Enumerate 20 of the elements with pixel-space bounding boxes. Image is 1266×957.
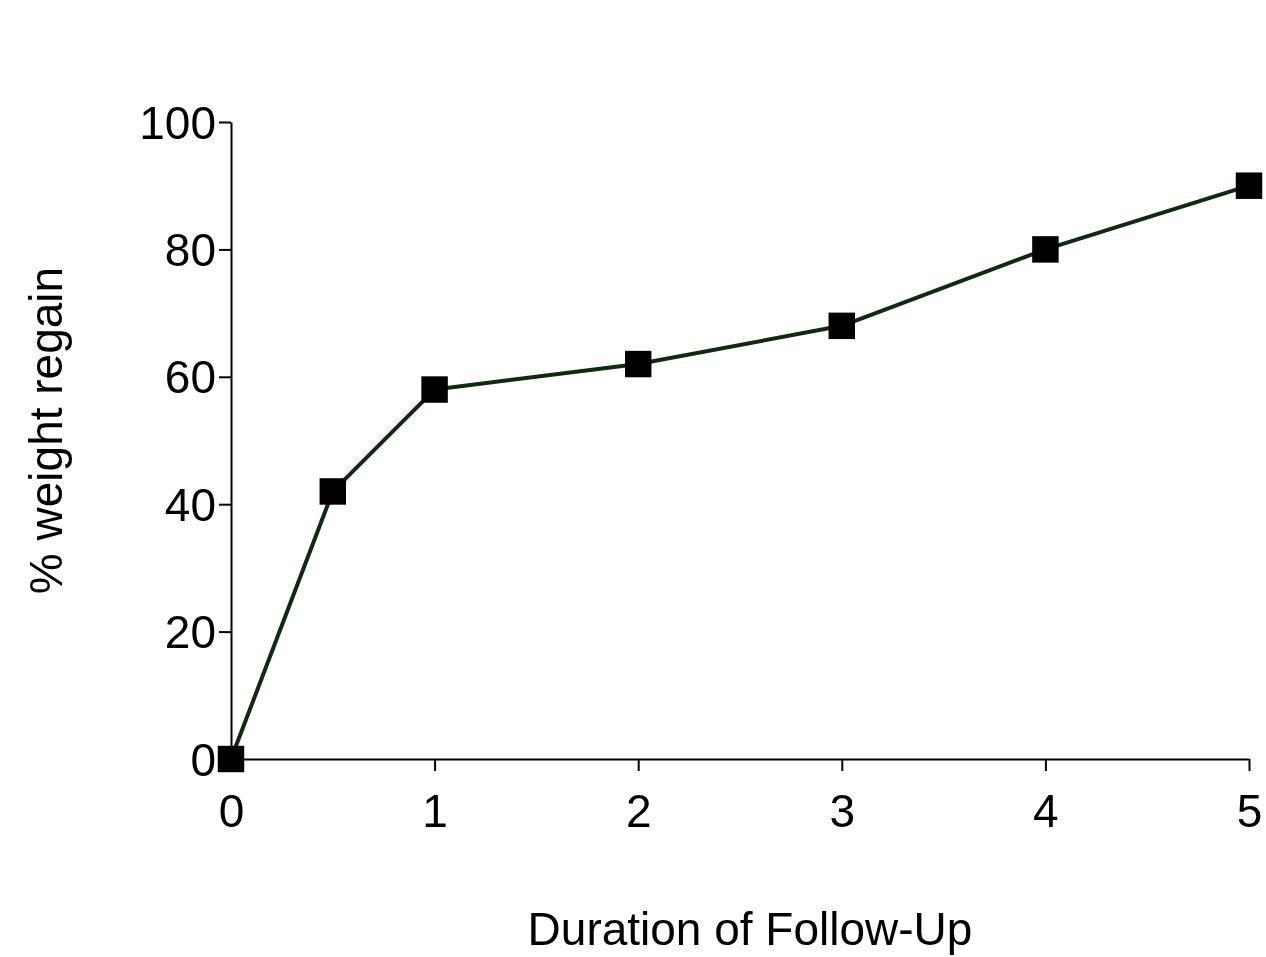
point (217, 745, 245, 773)
x-tick-label: 1 (422, 784, 448, 837)
y-tick-label: 20 (164, 606, 216, 659)
point (828, 312, 856, 340)
point (421, 376, 448, 403)
y-tick-label: 80 (164, 224, 216, 276)
x-tick-label: 2 (625, 784, 652, 837)
x-tick-label: 5 (1236, 784, 1263, 837)
point (319, 478, 347, 505)
point (1032, 236, 1059, 263)
y-tick-label: 60 (164, 351, 216, 404)
point (1235, 172, 1263, 199)
y-axis-title: % weight regain (20, 266, 72, 595)
y-tick-label: 100 (139, 96, 216, 149)
y-tick-label: 40 (164, 478, 216, 531)
y-tick-label: 0 (190, 733, 216, 786)
x-axis-title: Duration of Follow-Up (527, 903, 973, 955)
x-tick-label: 3 (829, 784, 856, 837)
x-tick-label: 4 (1033, 784, 1059, 837)
point (624, 350, 652, 378)
